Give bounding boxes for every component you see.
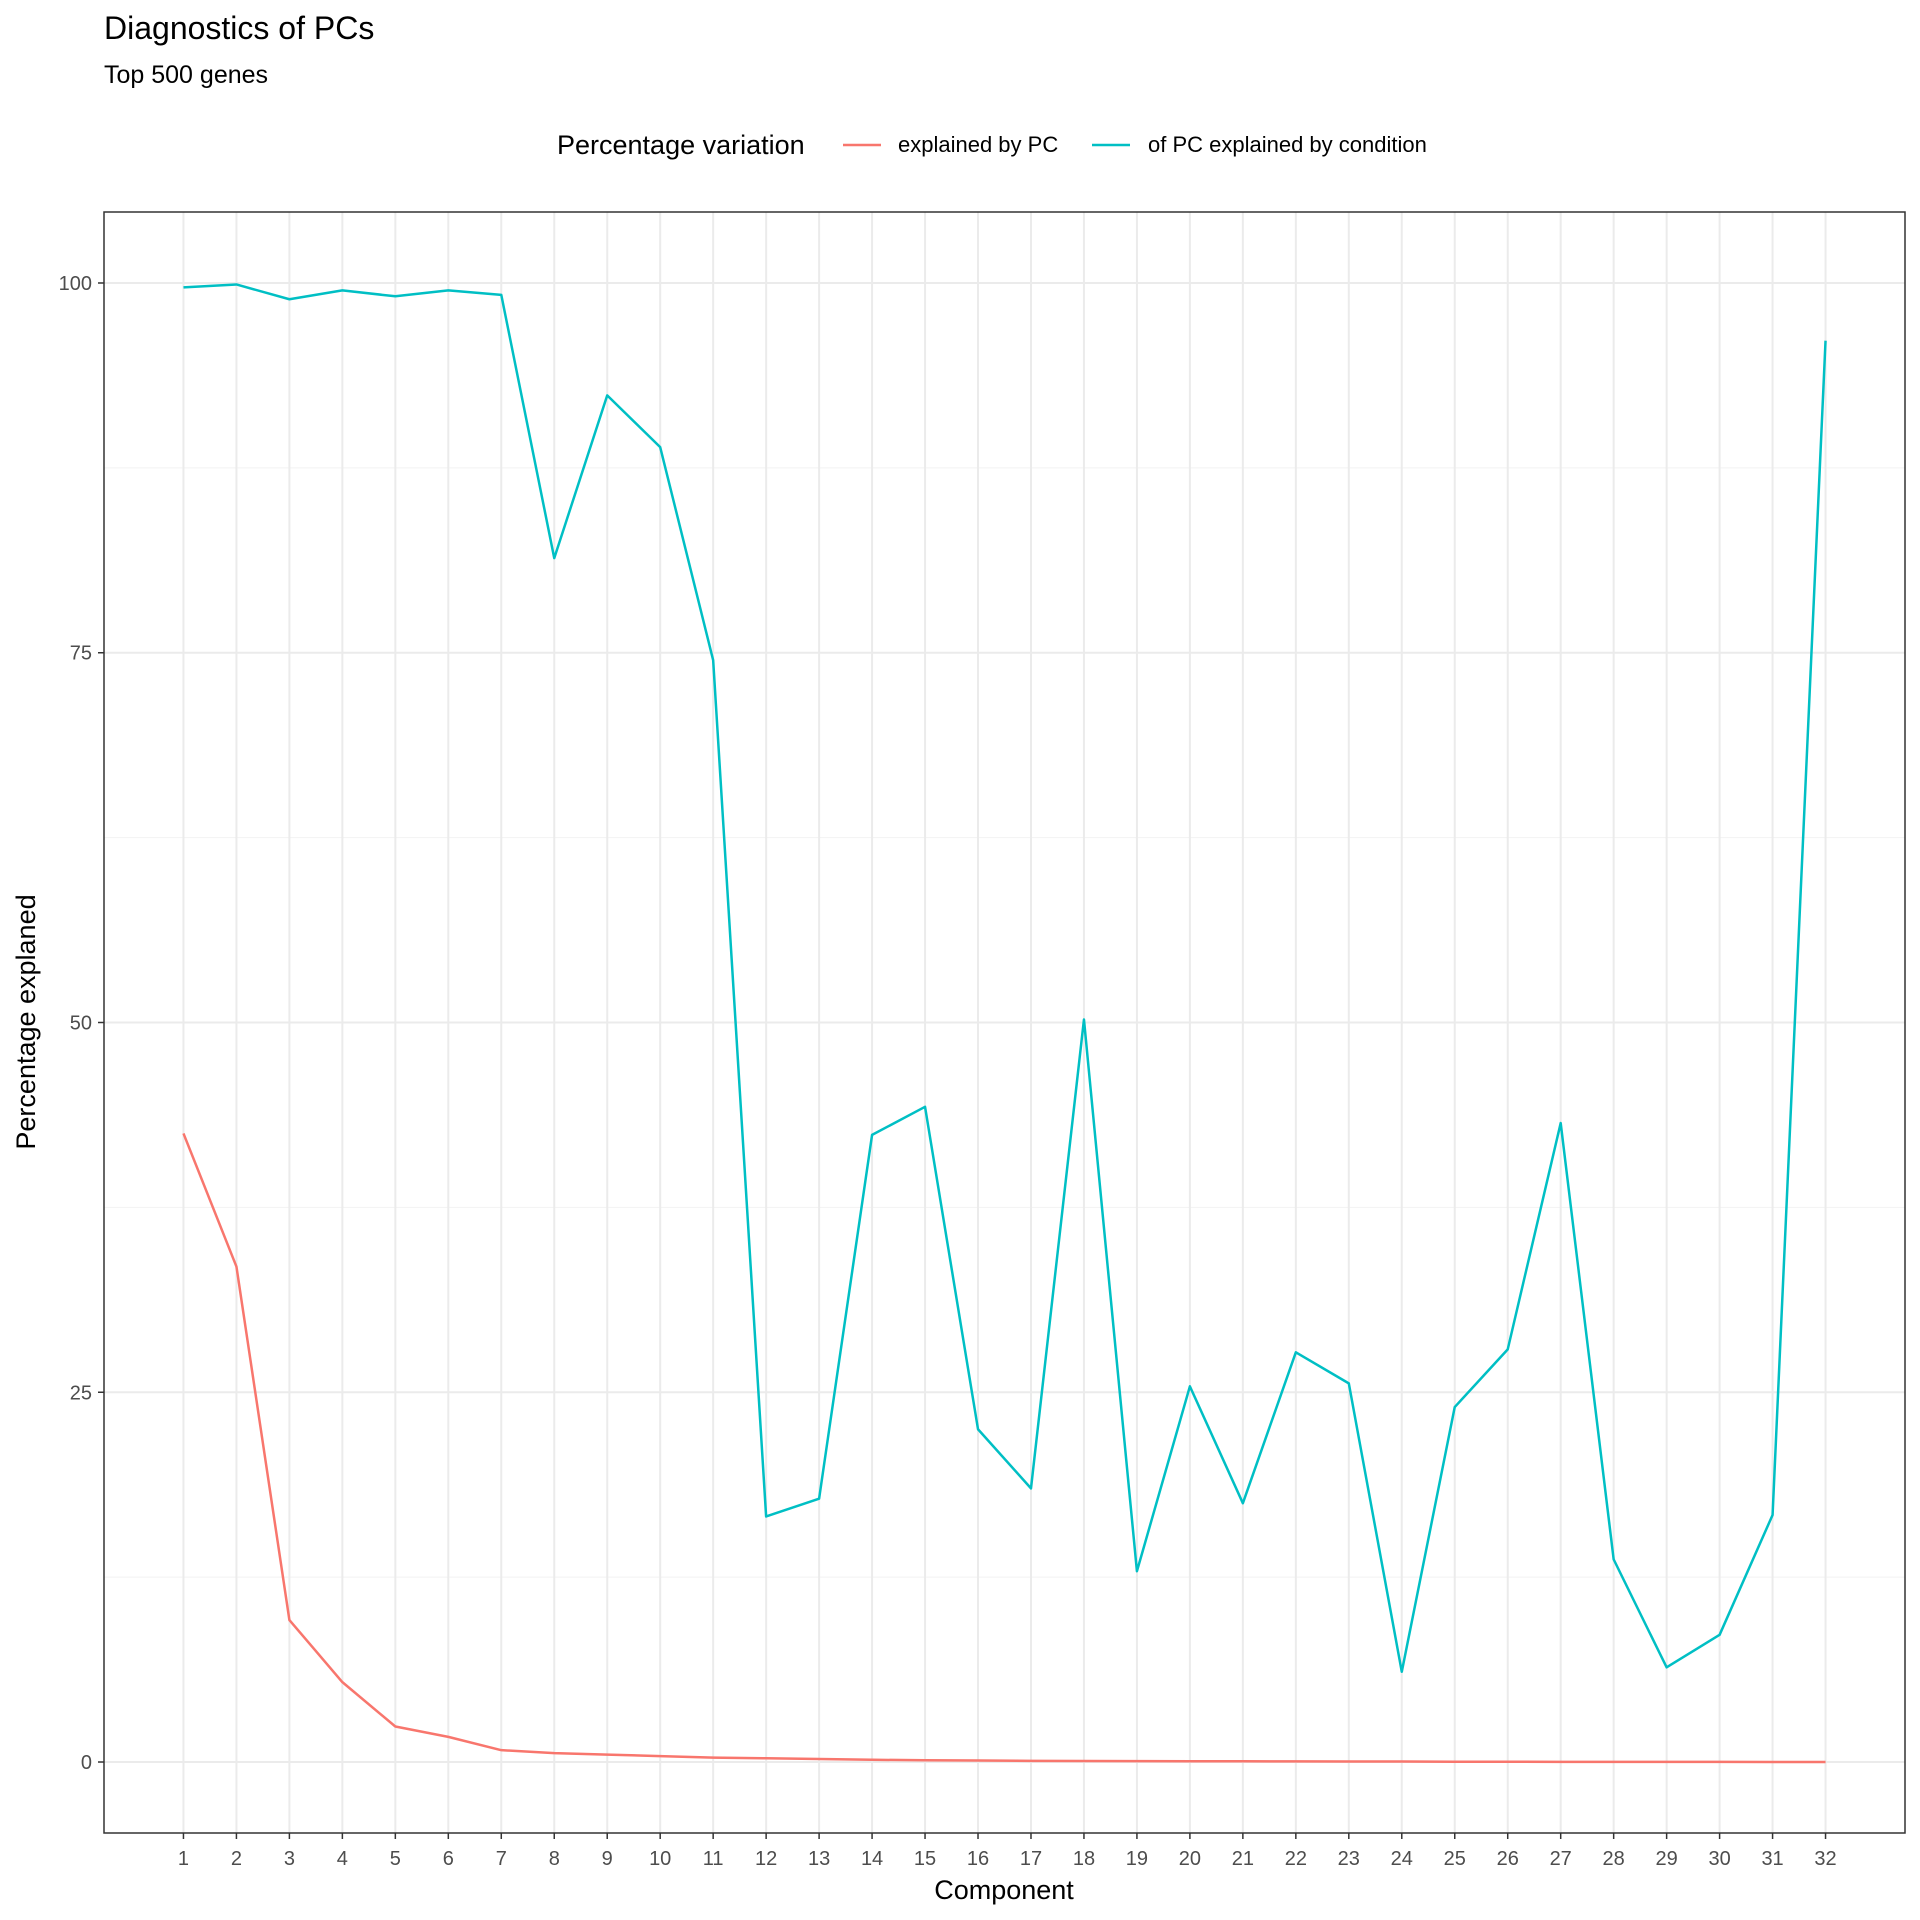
x-tick-label: 13 <box>808 1848 830 1870</box>
x-tick-label: 12 <box>755 1848 777 1870</box>
x-tick-label: 27 <box>1550 1848 1572 1870</box>
x-tick-label: 23 <box>1338 1848 1360 1870</box>
x-tick-label: 2 <box>231 1848 242 1870</box>
x-tick-label: 18 <box>1073 1848 1095 1870</box>
y-tick-label: 50 <box>70 1013 92 1035</box>
y-tick-label: 75 <box>70 643 92 665</box>
x-tick-label: 3 <box>284 1848 295 1870</box>
x-tick-label: 24 <box>1391 1848 1413 1870</box>
x-tick-label: 6 <box>443 1848 454 1870</box>
x-tick-label: 15 <box>914 1848 936 1870</box>
x-tick-label: 19 <box>1126 1848 1148 1870</box>
x-tick-label: 10 <box>649 1848 671 1870</box>
legend-label-of-pc-explained-by-condition: of PC explained by condition <box>1148 132 1427 157</box>
x-tick-label: 17 <box>1020 1848 1042 1870</box>
x-tick-label: 7 <box>496 1848 507 1870</box>
series-line-of-pc-explained-by-condition <box>183 283 1827 1674</box>
x-tick-label: 32 <box>1814 1848 1836 1870</box>
legend-title: Percentage variation <box>557 130 805 160</box>
x-tick-label: 5 <box>390 1848 401 1870</box>
x-tick-label: 26 <box>1497 1848 1519 1870</box>
x-tick-label: 21 <box>1232 1848 1254 1870</box>
x-tick-label: 28 <box>1603 1848 1625 1870</box>
legend: Percentage variation explained by PC of … <box>557 130 1427 160</box>
legend-label-explained-by-pc: explained by PC <box>898 132 1058 157</box>
x-axis-title: Component <box>934 1875 1074 1905</box>
panel-border <box>103 211 1906 1834</box>
x-tick-label: 29 <box>1656 1848 1678 1870</box>
x-tick-label: 22 <box>1285 1848 1307 1870</box>
x-tick-label: 30 <box>1708 1848 1730 1870</box>
x-tick-label: 1 <box>178 1848 189 1870</box>
series-line-explained-by-pc <box>182 1132 1826 1764</box>
x-tick-label: 20 <box>1179 1848 1201 1870</box>
x-tick-label: 4 <box>337 1848 348 1870</box>
chart-title: Diagnostics of PCs <box>104 10 374 46</box>
y-axis-title: Percentage explaned <box>11 894 41 1149</box>
y-tick-label: 0 <box>81 1752 92 1774</box>
y-tick-label: 25 <box>70 1382 92 1404</box>
x-tick-label: 31 <box>1761 1848 1783 1870</box>
x-tick-label: 16 <box>967 1848 989 1870</box>
y-tick-label: 100 <box>59 273 92 295</box>
x-tick-label: 11 <box>703 1848 724 1870</box>
x-tick-label: 25 <box>1444 1848 1466 1870</box>
x-tick-label: 14 <box>861 1848 883 1870</box>
chart-subtitle: Top 500 genes <box>104 61 268 89</box>
x-tick-label: 8 <box>549 1848 560 1870</box>
x-tick-label: 9 <box>602 1848 613 1870</box>
